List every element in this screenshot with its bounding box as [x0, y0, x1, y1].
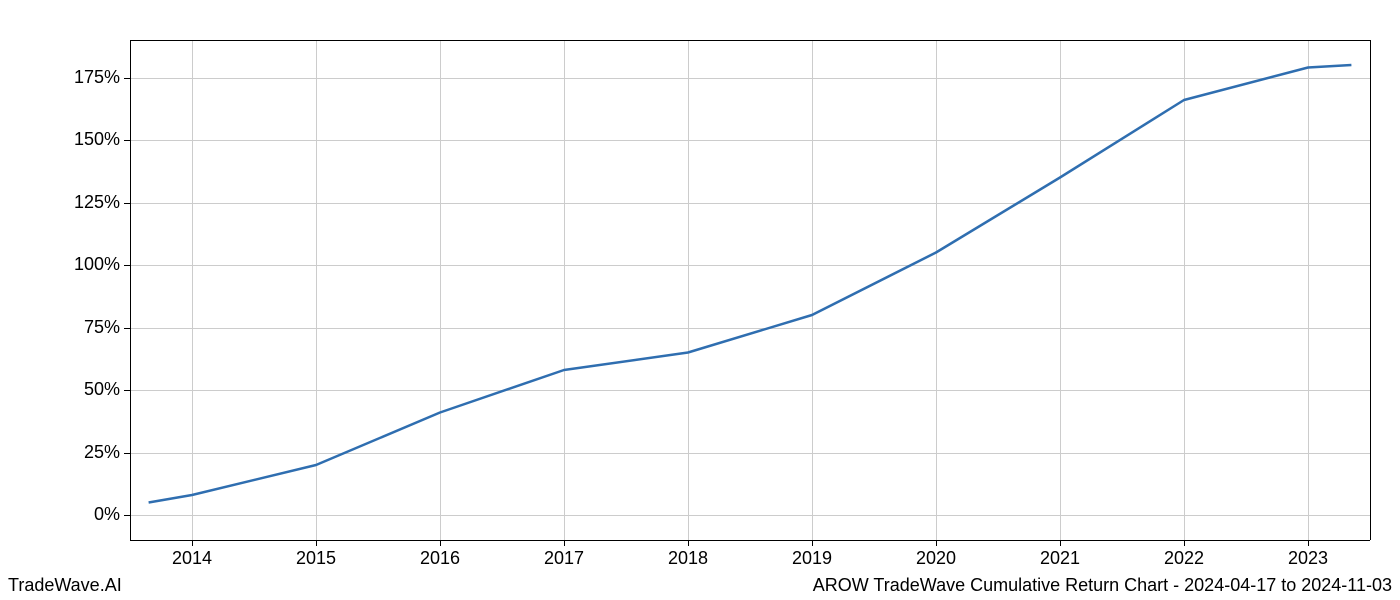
- axis-spine: [1370, 40, 1371, 540]
- chart-container: 0% 25% 50% 75% 100% 125% 150% 175% 2014 2015 2016 2…: [0, 0, 1400, 600]
- x-tick-label: 2018: [658, 548, 718, 569]
- y-tick-label: 100%: [50, 254, 120, 275]
- y-tick-label: 125%: [50, 192, 120, 213]
- plot-area: 0%25%50%75%100%125%150%175%2014201520162…: [130, 40, 1370, 540]
- return-line: [149, 65, 1352, 503]
- x-tick-label: 2017: [534, 548, 594, 569]
- x-tick-label: 2014: [162, 548, 222, 569]
- footer-left-label: TradeWave.AI: [8, 575, 122, 596]
- x-tick-label: 2020: [906, 548, 966, 569]
- line-series-svg: [130, 40, 1370, 540]
- x-tick-label: 2016: [410, 548, 470, 569]
- axis-spine: [130, 540, 1370, 541]
- y-tick-label: 175%: [50, 67, 120, 88]
- y-tick-label: 25%: [50, 442, 120, 463]
- x-tick-label: 2015: [286, 548, 346, 569]
- x-tick-label: 2021: [1030, 548, 1090, 569]
- x-tick-label: 2022: [1154, 548, 1214, 569]
- footer-right-label: AROW TradeWave Cumulative Return Chart -…: [813, 575, 1392, 596]
- y-tick-label: 0%: [50, 504, 120, 525]
- x-tick-label: 2019: [782, 548, 842, 569]
- y-tick-label: 50%: [50, 379, 120, 400]
- y-tick-label: 150%: [50, 129, 120, 150]
- x-tick-label: 2023: [1278, 548, 1338, 569]
- y-tick-label: 75%: [50, 317, 120, 338]
